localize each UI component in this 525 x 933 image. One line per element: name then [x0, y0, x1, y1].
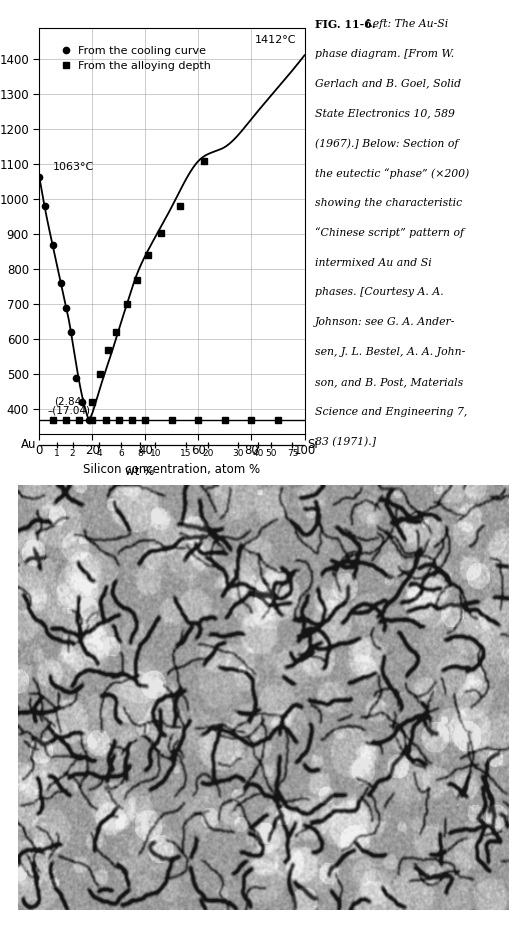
Text: 4: 4	[97, 450, 102, 458]
From the cooling curve	[49, 240, 56, 251]
From the alloying depth	[177, 201, 183, 212]
Text: 1063°C: 1063°C	[52, 162, 94, 172]
From the cooling curve	[41, 201, 48, 212]
From the alloying depth	[124, 299, 130, 310]
From the alloying depth	[145, 250, 151, 261]
From the alloying depth	[89, 397, 96, 408]
Text: 40: 40	[252, 450, 264, 458]
Text: 75: 75	[287, 450, 298, 458]
Text: “Chinese script” pattern of: “Chinese script” pattern of	[315, 228, 464, 239]
Text: –(17.04): –(17.04)	[47, 406, 90, 415]
Text: 8: 8	[137, 450, 143, 458]
Line: From the cooling curve: From the cooling curve	[36, 174, 92, 423]
Text: Johnson: see G. A. Ander-: Johnson: see G. A. Ander-	[315, 317, 455, 327]
From the cooling curve	[74, 372, 80, 383]
Text: 83 (1971).]: 83 (1971).]	[315, 437, 376, 447]
Text: 10: 10	[150, 450, 161, 458]
Text: 1: 1	[54, 450, 60, 458]
Text: 50: 50	[266, 450, 277, 458]
Text: FIG. 11-6.: FIG. 11-6.	[315, 19, 375, 30]
Text: Au: Au	[21, 439, 37, 452]
Line: From the alloying depth: From the alloying depth	[90, 159, 206, 405]
Text: wt %: wt %	[125, 465, 155, 478]
From the alloying depth	[113, 327, 119, 338]
Text: State Electronics 10, 589: State Electronics 10, 589	[315, 108, 455, 118]
X-axis label: Silicon concentration, atom %: Silicon concentration, atom %	[83, 463, 260, 476]
Text: Left: The Au-Si: Left: The Au-Si	[362, 19, 449, 29]
Text: the eutectic “phase” (×200): the eutectic “phase” (×200)	[315, 168, 469, 179]
Text: son, and B. Post, Materials: son, and B. Post, Materials	[315, 377, 463, 387]
Text: 15: 15	[180, 450, 192, 458]
Text: Si: Si	[307, 439, 318, 452]
From the alloying depth	[201, 156, 207, 167]
From the cooling curve	[86, 414, 92, 425]
Text: sen, J. L. Bestel, A. A. John-: sen, J. L. Bestel, A. A. John-	[315, 347, 465, 357]
Text: 30: 30	[233, 450, 244, 458]
Text: 1412°C: 1412°C	[255, 35, 296, 45]
Text: 6: 6	[119, 450, 124, 458]
Text: Gerlach and B. Goel, Solid: Gerlach and B. Goel, Solid	[315, 78, 461, 89]
From the cooling curve	[68, 327, 75, 338]
From the alloying depth	[105, 344, 111, 355]
From the cooling curve	[79, 397, 85, 408]
Text: Science and Engineering 7,: Science and Engineering 7,	[315, 407, 467, 417]
From the cooling curve	[63, 302, 69, 313]
Text: (1967).] Below: Section of: (1967).] Below: Section of	[315, 138, 458, 148]
Text: showing the characteristic: showing the characteristic	[315, 198, 462, 208]
Text: phases. [Courtesy A. A.: phases. [Courtesy A. A.	[315, 287, 444, 298]
Text: 2: 2	[70, 450, 76, 458]
Text: (2.84): (2.84)	[54, 397, 85, 406]
From the cooling curve	[36, 172, 43, 183]
Text: intermixed Au and Si: intermixed Au and Si	[315, 258, 432, 268]
Text: 20: 20	[203, 450, 214, 458]
From the cooling curve	[57, 278, 64, 289]
Legend: From the cooling curve, From the alloying depth: From the cooling curve, From the alloyin…	[61, 46, 211, 71]
From the alloying depth	[97, 369, 103, 380]
Text: phase diagram. [From W.: phase diagram. [From W.	[315, 49, 454, 59]
From the alloying depth	[134, 274, 141, 285]
From the alloying depth	[158, 227, 164, 238]
